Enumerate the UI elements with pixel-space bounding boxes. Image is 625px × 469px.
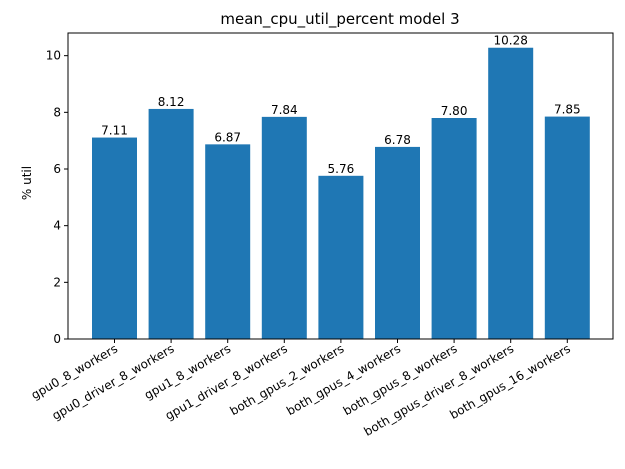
y-tick-label: 10 [46,49,61,63]
data-label-both_gpus_4_workers: 6.78 [384,133,411,147]
bar-gpu0_driver_8_workers [148,108,194,339]
bars-layer [92,47,590,339]
data-label-gpu1_driver_8_workers: 7.84 [271,103,298,117]
y-axis-ticks: 0 2 4 6 8 10 [46,49,68,346]
bar-gpu1_driver_8_workers [261,116,307,339]
data-label-gpu1_8_workers: 6.87 [214,130,241,144]
bar-both_gpus_4_workers [375,146,420,339]
y-tick-label: 0 [53,332,61,346]
data-label-gpu0_driver_8_workers: 8.12 [158,95,185,109]
data-label-both_gpus_driver_8_workers: 10.28 [494,34,528,48]
bar-both_gpus_16_workers [544,116,590,339]
y-tick-label: 4 [53,219,61,233]
bar-both_gpus_2_workers [318,175,364,339]
data-label-both_gpus_8_workers: 7.80 [441,104,468,118]
chart-title: mean_cpu_util_percent model 3 [220,10,459,29]
y-axis-label: % util [20,166,34,200]
data-label-both_gpus_16_workers: 7.85 [554,103,581,117]
value-labels-layer: 7.11 8.12 6.87 7.84 5.76 6.78 7.80 10.28 7.85 [101,34,581,176]
y-tick-label: 8 [53,105,61,119]
bar-gpu0_8_workers [92,137,137,339]
data-label-both_gpus_2_workers: 5.76 [328,162,355,176]
y-tick-label: 6 [53,162,61,176]
data-label-gpu0_8_workers: 7.11 [101,124,128,138]
bar-both_gpus_driver_8_workers [488,47,534,339]
x-axis-ticks: gpu0_8_workersgpu0_driver_8_workersgpu1_… [29,339,573,439]
y-tick-label: 2 [53,275,61,289]
bar-gpu1_8_workers [205,144,251,339]
bar-both_gpus_8_workers [431,118,477,339]
plot-frame [67,32,614,340]
